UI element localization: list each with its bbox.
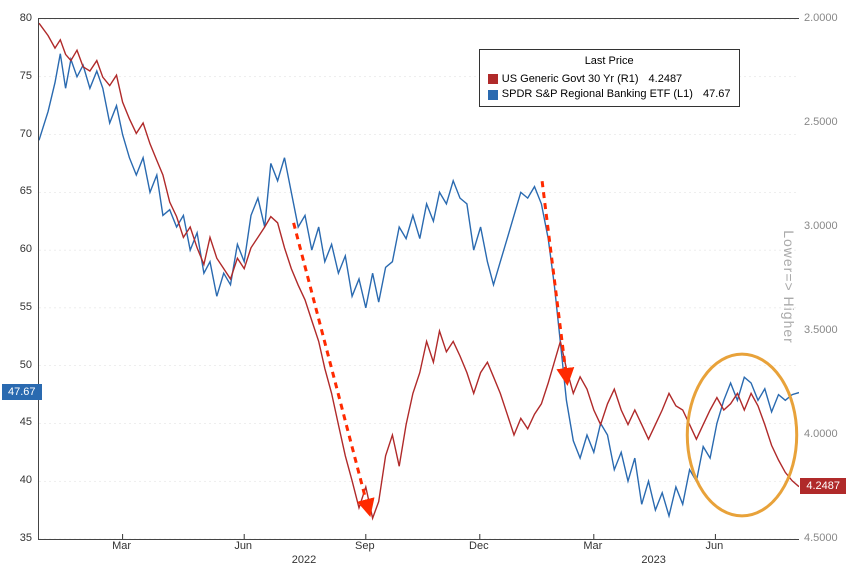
legend-swatch <box>488 74 498 84</box>
y-tick-right: 4.0000 <box>804 428 838 440</box>
y-tick-right: 3.0000 <box>804 220 838 232</box>
legend: Last Price US Generic Govt 30 Yr (R1) 4.2… <box>479 49 740 107</box>
x-tick-year: 2023 <box>641 554 665 566</box>
legend-value: 47.67 <box>703 87 731 102</box>
y-tick-left: 50 <box>20 359 32 371</box>
y-tick-left: 35 <box>20 532 32 544</box>
legend-swatch <box>488 90 498 100</box>
y-tick-left: 40 <box>20 474 32 486</box>
y-tick-right: 4.5000 <box>804 532 838 544</box>
badge-left: 47.67 <box>2 384 42 400</box>
y-tick-left: 80 <box>20 12 32 24</box>
y-tick-left: 65 <box>20 185 32 197</box>
x-tick-month: Dec <box>469 540 489 552</box>
x-tick-month: Jun <box>706 540 724 552</box>
chart-container: 35 40 45 50 55 60 65 70 75 80 2.0000 2.5000 3.0000 3… <box>0 0 848 574</box>
x-tick-year: 2022 <box>292 554 316 566</box>
x-axis: Mar Jun Sep Dec Mar Jun 2022 2023 <box>38 538 798 574</box>
x-tick-month: Sep <box>355 540 375 552</box>
badge-right: 4.2487 <box>800 478 846 494</box>
y-axis-left: 35404550556065707580 <box>0 18 36 538</box>
y-tick-left: 60 <box>20 243 32 255</box>
right-axis-label: Lower=> Higher <box>781 230 797 344</box>
legend-label: US Generic Govt 30 Yr (R1) <box>502 72 639 87</box>
legend-row: US Generic Govt 30 Yr (R1) 4.2487 <box>488 72 731 87</box>
y-tick-left: 70 <box>20 128 32 140</box>
x-tick-month: Mar <box>112 540 131 552</box>
x-tick-month: Mar <box>583 540 602 552</box>
y-tick-right: 2.0000 <box>804 12 838 24</box>
y-tick-right: 3.5000 <box>804 324 838 336</box>
x-tick-month: Jun <box>234 540 252 552</box>
legend-title: Last Price <box>488 54 731 69</box>
legend-value: 4.2487 <box>649 72 683 87</box>
y-axis-right: 2.00002.50003.00003.50004.00004.5000 <box>800 18 848 538</box>
legend-label: SPDR S&P Regional Banking ETF (L1) <box>502 87 693 102</box>
y-tick-left: 45 <box>20 416 32 428</box>
y-tick-left: 75 <box>20 70 32 82</box>
legend-row: SPDR S&P Regional Banking ETF (L1) 47.67 <box>488 87 731 102</box>
y-tick-right: 2.5000 <box>804 116 838 128</box>
y-tick-left: 55 <box>20 301 32 313</box>
